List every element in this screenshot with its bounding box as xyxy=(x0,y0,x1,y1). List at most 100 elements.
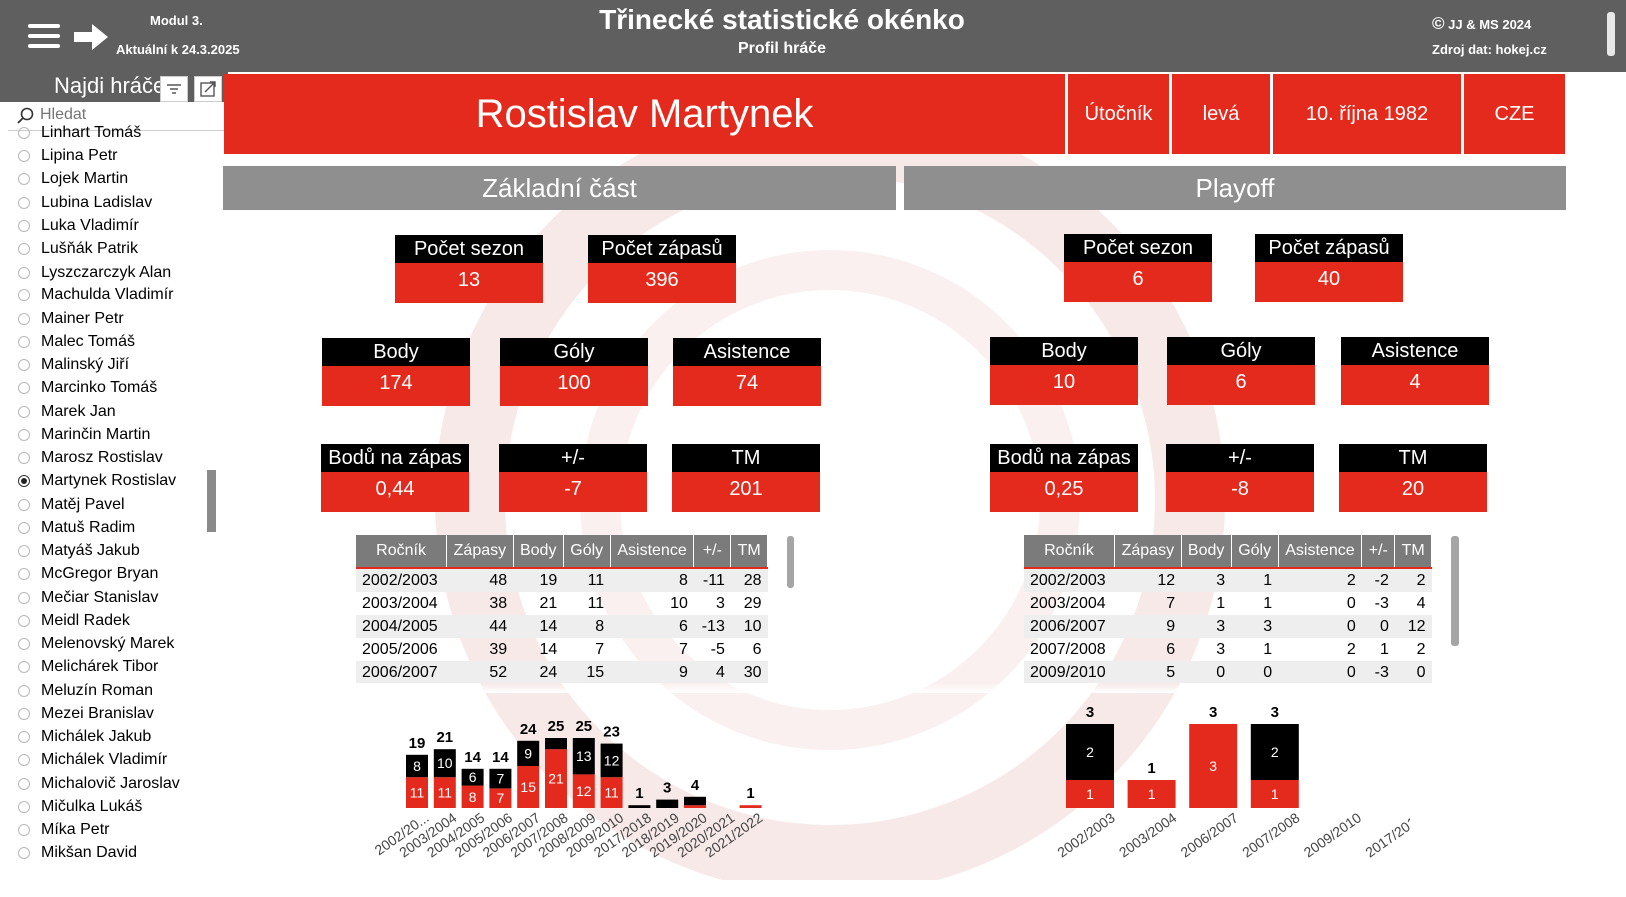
radio-icon[interactable] xyxy=(18,731,30,743)
regular-table-scrollbar[interactable] xyxy=(787,536,794,588)
player-list-item[interactable]: Linhart Tomáš xyxy=(18,122,141,144)
player-list-item[interactable]: Lušňák Patrik xyxy=(18,238,138,260)
radio-icon[interactable] xyxy=(18,452,30,464)
table-header-cell[interactable]: TM xyxy=(730,535,768,569)
bar-segment-red[interactable] xyxy=(572,774,595,808)
radio-icon[interactable] xyxy=(18,150,30,162)
player-list-item[interactable]: Marek Jan xyxy=(18,401,116,423)
table-header-cell[interactable]: Body xyxy=(513,535,564,569)
player-search-input[interactable] xyxy=(40,104,210,126)
radio-icon[interactable] xyxy=(18,499,30,511)
radio-icon[interactable] xyxy=(18,197,30,209)
radio-icon[interactable] xyxy=(18,592,30,604)
table-header-cell[interactable]: Zápasy xyxy=(1114,535,1182,569)
bar-segment-black[interactable] xyxy=(517,740,540,766)
player-list-item[interactable]: Michálek Vladimír xyxy=(18,749,167,771)
bar-segment-red[interactable] xyxy=(739,805,762,808)
radio-icon[interactable] xyxy=(18,289,30,301)
bar-segment-red[interactable] xyxy=(517,766,540,808)
radio-icon[interactable] xyxy=(18,267,30,279)
player-list-item[interactable]: Mainer Petr xyxy=(18,308,124,330)
bar-segment-black[interactable] xyxy=(545,738,567,750)
bar-segment-red[interactable] xyxy=(461,785,484,808)
player-list-item[interactable]: Matyáš Jakub xyxy=(18,540,140,562)
player-list-item[interactable]: Martynek Rostislav xyxy=(18,470,176,492)
radio-icon[interactable] xyxy=(18,406,30,418)
bar-segment-red[interactable] xyxy=(1250,780,1299,808)
radio-selected-icon[interactable] xyxy=(18,475,30,487)
bar-segment-black[interactable] xyxy=(628,805,651,808)
player-list-item[interactable]: Marcinko Tomáš xyxy=(18,377,157,399)
player-list-item[interactable]: Lubina Ladislav xyxy=(18,192,152,214)
player-list-item[interactable]: Mezei Branislav xyxy=(18,703,154,725)
table-header-cell[interactable]: Body xyxy=(1181,535,1232,569)
bar-segment-red[interactable] xyxy=(600,777,623,808)
filter-icon[interactable] xyxy=(160,76,188,102)
radio-icon[interactable] xyxy=(18,661,30,673)
bar-segment-black[interactable] xyxy=(1250,724,1299,780)
player-list-item[interactable]: Lipina Petr xyxy=(18,145,118,167)
player-list-item[interactable]: Michalovič Jaroslav xyxy=(18,773,180,795)
table-header-cell[interactable]: +/- xyxy=(693,535,732,569)
table-header-cell[interactable]: +/- xyxy=(1361,535,1396,569)
bar-segment-red[interactable] xyxy=(406,777,428,808)
sidebar-scrollbar[interactable] xyxy=(207,470,216,532)
playoff-table-scrollbar[interactable] xyxy=(1451,536,1459,646)
player-list-item[interactable]: Michálek Jakub xyxy=(18,726,151,748)
table-header-cell[interactable]: Ročník xyxy=(1024,535,1116,569)
radio-icon[interactable] xyxy=(18,847,30,859)
radio-icon[interactable] xyxy=(18,522,30,534)
table-header-cell[interactable]: TM xyxy=(1394,535,1432,569)
radio-icon[interactable] xyxy=(18,429,30,441)
expand-icon[interactable] xyxy=(194,76,222,102)
player-list-item[interactable]: Matěj Pavel xyxy=(18,494,125,516)
player-list-item[interactable]: Malec Tomáš xyxy=(18,331,135,353)
bar-segment-black[interactable] xyxy=(406,754,428,778)
bar-segment-black[interactable] xyxy=(684,796,706,806)
player-list-item[interactable]: Melichárek Tibor xyxy=(18,656,158,678)
bar-segment-black[interactable] xyxy=(572,738,595,775)
bar-segment-black[interactable] xyxy=(489,768,512,789)
radio-icon[interactable] xyxy=(18,336,30,348)
player-list-item[interactable]: Lojek Martin xyxy=(18,168,128,190)
radio-icon[interactable] xyxy=(18,382,30,394)
radio-icon[interactable] xyxy=(18,313,30,325)
player-list-item[interactable]: Meluzín Roman xyxy=(18,680,153,702)
bar-segment-black[interactable] xyxy=(433,749,456,778)
radio-icon[interactable] xyxy=(18,545,30,557)
bar-segment-red[interactable] xyxy=(1189,724,1238,808)
bar-segment-red[interactable] xyxy=(1127,780,1176,808)
radio-icon[interactable] xyxy=(18,220,30,232)
player-list-item[interactable]: Meidl Radek xyxy=(18,610,130,632)
bar-segment-red[interactable] xyxy=(684,805,706,808)
player-list-item[interactable]: Matuš Radim xyxy=(18,517,135,539)
table-header-cell[interactable]: Asistence xyxy=(610,535,695,569)
table-header-cell[interactable]: Góly xyxy=(1231,535,1279,569)
bar-segment-red[interactable] xyxy=(1066,780,1114,808)
player-list-item[interactable]: Lyszczarczyk Alan xyxy=(18,262,171,284)
header-scrollbar[interactable] xyxy=(1607,12,1615,56)
radio-icon[interactable] xyxy=(18,801,30,813)
bar-segment-black[interactable] xyxy=(1066,724,1114,780)
radio-icon[interactable] xyxy=(18,685,30,697)
player-list-item[interactable]: Mečiar Stanislav xyxy=(18,587,158,609)
bar-segment-red[interactable] xyxy=(433,777,456,808)
radio-icon[interactable] xyxy=(18,615,30,627)
radio-icon[interactable] xyxy=(18,708,30,720)
radio-icon[interactable] xyxy=(18,638,30,650)
bar-segment-black[interactable] xyxy=(656,799,679,808)
radio-icon[interactable] xyxy=(18,754,30,766)
player-list-item[interactable]: Melenovský Marek xyxy=(18,633,174,655)
radio-icon[interactable] xyxy=(18,173,30,185)
table-header-cell[interactable]: Asistence xyxy=(1278,535,1363,569)
radio-icon[interactable] xyxy=(18,824,30,836)
bar-segment-black[interactable] xyxy=(461,768,484,786)
menu-icon[interactable] xyxy=(28,24,60,50)
radio-icon[interactable] xyxy=(18,127,30,139)
radio-icon[interactable] xyxy=(18,778,30,790)
radio-icon[interactable] xyxy=(18,243,30,255)
radio-icon[interactable] xyxy=(18,359,30,371)
player-list-item[interactable]: Míka Petr xyxy=(18,819,109,841)
player-list-item[interactable]: McGregor Bryan xyxy=(18,563,158,585)
table-header-cell[interactable]: Zápasy xyxy=(446,535,514,569)
